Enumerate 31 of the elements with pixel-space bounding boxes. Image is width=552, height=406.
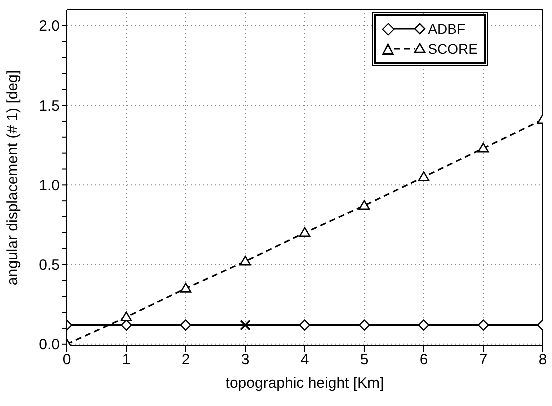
- point: [238, 320, 253, 331]
- x-tick-label: 5: [360, 352, 369, 369]
- legend-label: ADBF: [428, 21, 466, 37]
- y-tick-label: 0.5: [39, 257, 60, 274]
- y-tick-label: 1.5: [39, 98, 60, 115]
- x-tick-label: 2: [182, 352, 190, 369]
- y-tick-label: 2.0: [39, 18, 60, 36]
- point: [299, 320, 311, 331]
- point: [478, 142, 490, 153]
- y-axis-title: angular displacement (# 1) [deg]: [4, 70, 22, 286]
- x-tick-label: 3: [241, 352, 250, 369]
- point: [180, 320, 192, 331]
- point: [299, 227, 311, 238]
- x-tick-label: 4: [300, 352, 310, 369]
- x-tick-label: 8: [538, 352, 548, 369]
- x-tick-label: 1: [122, 352, 131, 369]
- point: [478, 320, 490, 331]
- x-axis-title: topographic height [Km]: [226, 375, 384, 392]
- y-tick-label: 1.0: [39, 177, 60, 194]
- legend-label: SCORE: [428, 41, 478, 57]
- x-tick-label: 0: [62, 352, 72, 369]
- point: [418, 172, 430, 182]
- point: [180, 283, 192, 293]
- x-tick-label: 6: [420, 352, 428, 369]
- point: [240, 256, 252, 266]
- point: [120, 312, 132, 322]
- y-tick-label: 0.0: [39, 336, 60, 354]
- x-tick-label: 7: [479, 352, 488, 369]
- point: [358, 200, 370, 210]
- point: [418, 320, 430, 331]
- point: [358, 320, 370, 331]
